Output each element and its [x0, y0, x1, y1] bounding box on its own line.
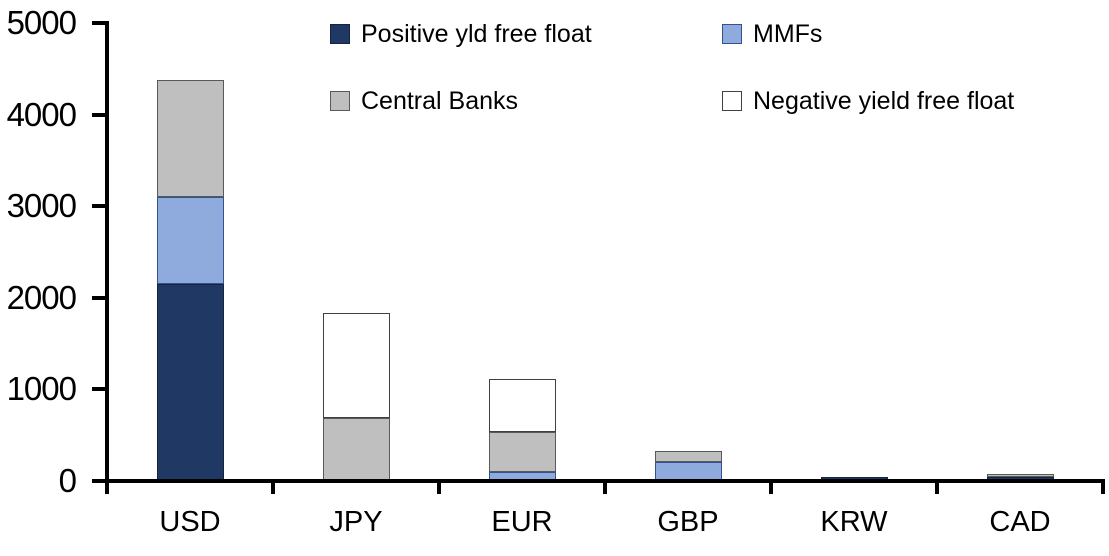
y-axis-tick-label-0: 0: [58, 462, 77, 499]
bar-segment-eur-negative-yield-free-float: [488, 379, 556, 432]
x-axis-category-label-jpy: JPY: [329, 506, 383, 538]
legend-item-mmfs: MMFs: [722, 20, 822, 48]
bar-jpy: [322, 313, 390, 481]
bar-segment-gbp-central-banks: [654, 451, 722, 462]
x-axis-category-label-eur: EUR: [491, 506, 553, 538]
bar-segment-eur-central-banks: [488, 432, 556, 472]
legend-label-positive-yld-free-float: Positive yld free float: [361, 20, 592, 48]
bar-segment-usd-mmfs: [156, 197, 224, 284]
bar-segment-usd-central-banks: [156, 80, 224, 197]
y-axis-tick-2000: [92, 295, 105, 300]
bar-gbp: [654, 451, 722, 481]
x-axis-tick-3: [603, 481, 607, 494]
x-axis-tick-0: [105, 481, 109, 494]
y-axis-tick-label-1000: 1000: [6, 370, 77, 408]
legend-label-central-banks: Central Banks: [361, 87, 519, 115]
legend-label-negative-yield-free-float: Negative yield free float: [753, 87, 1015, 115]
y-axis-tick-label-3000: 3000: [6, 187, 77, 225]
y-axis-tick-label-5000: 5000: [6, 4, 77, 41]
bar-segment-jpy-negative-yield-free-float: [322, 313, 390, 418]
x-axis-tick-6: [1101, 481, 1105, 494]
legend-item-positive-yld-free-float: Positive yld free float: [330, 20, 592, 48]
y-axis-tick-5000: [92, 21, 105, 25]
y-axis-tick-0: [92, 479, 105, 483]
x-axis-category-label-krw: KRW: [820, 506, 888, 538]
legend-swatch-mmfs: [722, 24, 742, 44]
legend-label-mmfs: MMFs: [753, 20, 823, 48]
x-axis-category-label-cad: CAD: [989, 506, 1051, 538]
legend-swatch-positive-yld-free-float: [330, 24, 350, 44]
legend-item-negative-yield-free-float: Negative yield free float: [722, 87, 1014, 115]
bar-segment-jpy-central-banks: [322, 418, 390, 481]
x-axis-category-label-usd: USD: [159, 506, 221, 538]
legend-swatch-central-banks: [330, 91, 350, 111]
bar-eur: [488, 379, 556, 481]
x-axis-tick-2: [437, 481, 441, 494]
x-axis-category-label-gbp: GBP: [657, 506, 719, 538]
y-axis-tick-3000: [92, 204, 105, 209]
y-axis-tick-label-4000: 4000: [6, 95, 77, 133]
x-axis-tick-5: [935, 481, 939, 494]
y-axis-line: [105, 21, 109, 483]
y-axis-tick-4000: [92, 112, 105, 117]
legend-item-central-banks: Central Banks: [330, 87, 518, 115]
x-axis-tick-4: [769, 481, 773, 494]
x-axis-tick-1: [271, 481, 275, 494]
y-axis-tick-label-2000: 2000: [6, 278, 77, 316]
legend-swatch-negative-yield-free-float: [722, 91, 742, 111]
y-axis-tick-1000: [92, 387, 105, 392]
bar-segment-cad-central-banks: [986, 474, 1054, 477]
bar-usd: [156, 80, 224, 481]
bar-segment-usd-positive-yld-free-float: [156, 284, 224, 481]
